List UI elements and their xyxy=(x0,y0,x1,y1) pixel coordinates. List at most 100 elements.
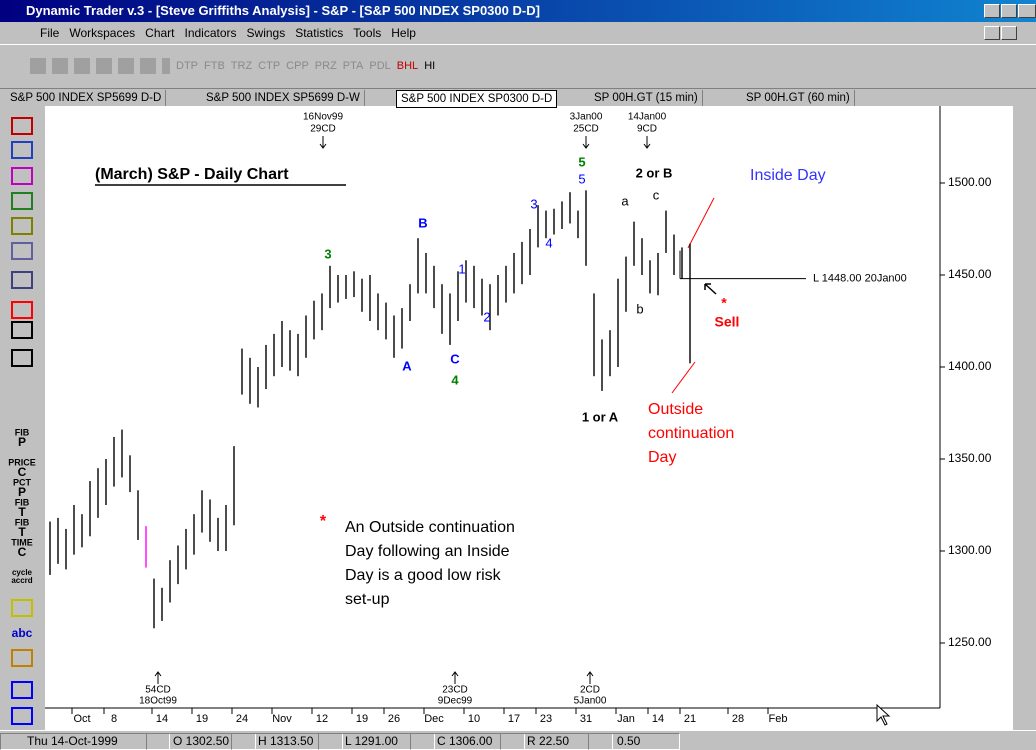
note-text: An Outside continuation xyxy=(345,519,515,536)
marker-arrow xyxy=(582,136,590,149)
chart-tab[interactable]: S&P 500 INDEX SP0300 D-D xyxy=(396,90,558,108)
tool-icon xyxy=(11,599,33,617)
menu-bar: File Workspaces Chart Indicators Swings Stati… xyxy=(0,22,1036,44)
tool-label: accrd xyxy=(11,576,32,585)
chart-tab[interactable]: S&P 500 INDEX SP5699 D-D xyxy=(6,90,167,106)
chart-background xyxy=(45,106,1013,730)
menu-item[interactable]: Swings xyxy=(246,26,286,40)
tool-label: P xyxy=(18,435,26,449)
title-bar: Dynamic Trader v.3 - [Steve Griffiths An… xyxy=(0,0,1036,22)
wave-label: B xyxy=(418,215,427,230)
marker-date: 18Oct99 xyxy=(139,696,177,707)
wave-label: Inside Day xyxy=(750,167,826,184)
tool-label: P xyxy=(18,485,26,499)
wave-label: 1 xyxy=(458,261,465,276)
wave-label: 5 xyxy=(578,154,585,169)
x-tick-label: Feb xyxy=(769,713,788,725)
toolbar-button[interactable]: CPP xyxy=(286,60,309,72)
toolbar-button[interactable]: BHL xyxy=(396,60,419,72)
y-tick-label: 1250.00 xyxy=(948,635,992,649)
toolbar-button[interactable]: PTA xyxy=(342,60,364,72)
chart-tabs: S&P 500 INDEX SP5699 D-D S&P 500 INDEX SP… xyxy=(0,88,1036,108)
x-tick-label: Jan xyxy=(617,713,635,725)
callout-line xyxy=(687,197,715,249)
tool-icon xyxy=(11,242,33,260)
x-tick-label: Nov xyxy=(272,713,292,725)
marker-date: 5Jan00 xyxy=(574,696,607,707)
marker-cd: 25CD xyxy=(573,124,599,135)
x-tick-label: Dec xyxy=(424,713,444,725)
menu-item[interactable]: Chart xyxy=(145,26,175,40)
tool-label: cycle xyxy=(12,568,33,577)
tool-label: PRICE xyxy=(8,457,36,467)
wave-label: 1 or A xyxy=(582,409,619,424)
menu-item[interactable]: Help xyxy=(391,26,416,40)
x-tick-label: 21 xyxy=(684,713,696,725)
status-bar: Thu 14-Oct-1999 O 1302.50 H 1313.50 L 1291.… xyxy=(0,730,1036,750)
callout-line xyxy=(671,361,696,394)
note-text: Day is a good low risk xyxy=(345,567,502,584)
toolbar-button[interactable]: HI xyxy=(424,60,436,72)
y-tick-label: 1500.00 xyxy=(948,175,992,189)
chart-tab[interactable]: SP 00H.GT (15 min) xyxy=(590,90,703,106)
y-tick-label: 1350.00 xyxy=(948,451,992,465)
status-field: 0.50 xyxy=(588,733,680,750)
marker-cd: 54CD xyxy=(145,685,171,696)
tool-icon xyxy=(11,301,33,319)
tool-label: T xyxy=(18,525,26,539)
chart-tab[interactable]: SP 00H.GT (60 min) xyxy=(742,90,855,106)
menu-item[interactable]: Workspaces xyxy=(69,26,136,40)
toolbar-icons xyxy=(30,58,170,75)
wave-label: 5 xyxy=(578,171,585,186)
status-field: Thu 14-Oct-1999 xyxy=(0,733,170,750)
note-mark: * xyxy=(320,513,327,530)
marker-arrow xyxy=(451,671,459,684)
close-button[interactable] xyxy=(1018,4,1036,18)
wave-label: a xyxy=(621,193,629,208)
wave-label: 4 xyxy=(545,235,552,250)
pointer-arrow xyxy=(704,283,717,295)
wave-label: * xyxy=(721,295,727,311)
marker-date: 16Nov99 xyxy=(303,112,343,123)
toolbar-button[interactable]: FTB xyxy=(204,60,225,72)
menu-item[interactable]: Indicators xyxy=(184,26,237,40)
x-tick-label: 10 xyxy=(468,713,480,725)
marker-cd: 2CD xyxy=(580,685,600,696)
callout-text: Day xyxy=(648,449,676,466)
right-toolbar xyxy=(1013,106,1036,730)
menu-item[interactable]: Statistics xyxy=(295,26,344,40)
x-tick-label: 19 xyxy=(196,713,208,725)
tool-icon xyxy=(11,649,33,667)
tool-icon xyxy=(11,707,33,725)
maximize-button[interactable] xyxy=(1001,4,1017,18)
toolbar-button[interactable]: CTP xyxy=(258,60,281,72)
note-text: Day following an Inside xyxy=(345,543,510,560)
menu-item[interactable]: Tools xyxy=(353,26,382,40)
tool-label: FIB xyxy=(15,427,30,437)
minimize-button[interactable] xyxy=(984,4,1000,18)
y-tick-label: 1400.00 xyxy=(948,359,992,373)
x-tick-label: 24 xyxy=(236,713,248,725)
toolbar-buttons: DTP FTB TRZ CTP CPP PRZ PTA PDL BHL HI xyxy=(30,55,441,77)
tool-icon xyxy=(11,321,33,339)
toolbar-button[interactable]: PRZ xyxy=(314,60,337,72)
menu-item[interactable]: File xyxy=(40,26,60,40)
note-text: set-up xyxy=(345,591,390,608)
toolbar-button[interactable]: DTP xyxy=(176,60,198,72)
toolbar-button[interactable]: PDL xyxy=(369,60,391,72)
x-tick-label: 14 xyxy=(156,713,168,725)
chart-tab[interactable]: S&P 500 INDEX SP5699 D-W xyxy=(202,90,365,106)
x-tick-label: 14 xyxy=(652,713,664,725)
wave-label: 3 xyxy=(530,196,537,211)
tool-icon xyxy=(11,271,33,289)
marker-date: 14Jan00 xyxy=(628,112,667,123)
toolbar: DTP FTB TRZ CTP CPP PRZ PTA PDL BHL HI xyxy=(0,44,1036,88)
toolbar-button[interactable]: TRZ xyxy=(230,60,253,72)
tool-label: abc xyxy=(12,626,33,640)
doc-maximize-button[interactable] xyxy=(1001,26,1017,40)
x-tick-label: 26 xyxy=(388,713,400,725)
doc-minimize-button[interactable] xyxy=(984,26,1000,40)
marker-cd: 9CD xyxy=(637,124,657,135)
x-tick-label: 28 xyxy=(732,713,744,725)
tool-label: C xyxy=(18,465,27,479)
